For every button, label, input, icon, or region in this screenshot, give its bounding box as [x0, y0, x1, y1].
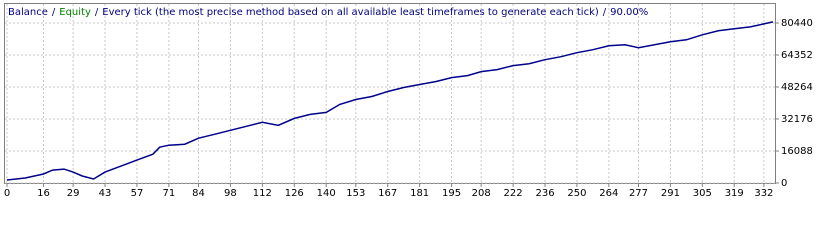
- x-tick-label: 332: [754, 188, 773, 199]
- x-tick-label: 277: [629, 188, 648, 199]
- x-tick-label: 84: [192, 188, 205, 199]
- title-separator: /: [603, 7, 607, 18]
- y-tick-label: 32176: [781, 114, 813, 125]
- x-tick-label: 222: [504, 188, 523, 199]
- x-tick-label: 264: [599, 188, 618, 199]
- y-tick-label: 16088: [781, 146, 813, 157]
- x-tick-label: 16: [37, 188, 50, 199]
- x-tick-label: 43: [99, 188, 112, 199]
- y-tick-label: 0: [781, 178, 787, 189]
- y-tick-label: 64352: [781, 50, 813, 61]
- x-tick-label: 57: [131, 188, 144, 199]
- x-tick-label: 319: [725, 188, 744, 199]
- x-tick-label: 250: [567, 188, 586, 199]
- x-tick-label: 71: [162, 188, 175, 199]
- chart: Balance / Equity / Every tick (the most prec…: [4, 3, 813, 199]
- y-tick-label: 80440: [781, 18, 813, 29]
- grid: [5, 4, 775, 184]
- x-tick-label: 305: [693, 188, 712, 199]
- x-tick-label: 195: [442, 188, 461, 199]
- x-tick-label: 0: [4, 188, 10, 199]
- title-part: 90.00%: [610, 7, 648, 18]
- x-tick-label: 208: [472, 188, 491, 199]
- x-tick-label: 167: [378, 188, 397, 199]
- x-tick-label: 126: [285, 188, 304, 199]
- x-tick-label: 153: [346, 188, 365, 199]
- page: Balance / Equity / Every tick (the most prec…: [3, 3, 813, 199]
- x-tick-label: 112: [253, 188, 272, 199]
- x-tick-label: 236: [535, 188, 554, 199]
- x-tick-label: 29: [67, 188, 80, 199]
- x-tick-label: 181: [410, 188, 429, 199]
- x-tick-label: 98: [224, 188, 237, 199]
- plot-frame: [4, 3, 776, 184]
- x-tick-label: 291: [661, 188, 680, 199]
- title-part: Equity: [59, 7, 91, 18]
- title-part: Every tick (the most precise method base…: [102, 7, 599, 18]
- title-separator: /: [95, 7, 99, 18]
- chart-title: Balance / Equity / Every tick (the most prec…: [8, 7, 648, 18]
- title-part: Balance: [8, 7, 48, 18]
- title-separator: /: [52, 7, 56, 18]
- balance-line: [6, 21, 774, 181]
- x-tick-label: 140: [317, 188, 336, 199]
- y-tick-label: 48264: [781, 82, 813, 93]
